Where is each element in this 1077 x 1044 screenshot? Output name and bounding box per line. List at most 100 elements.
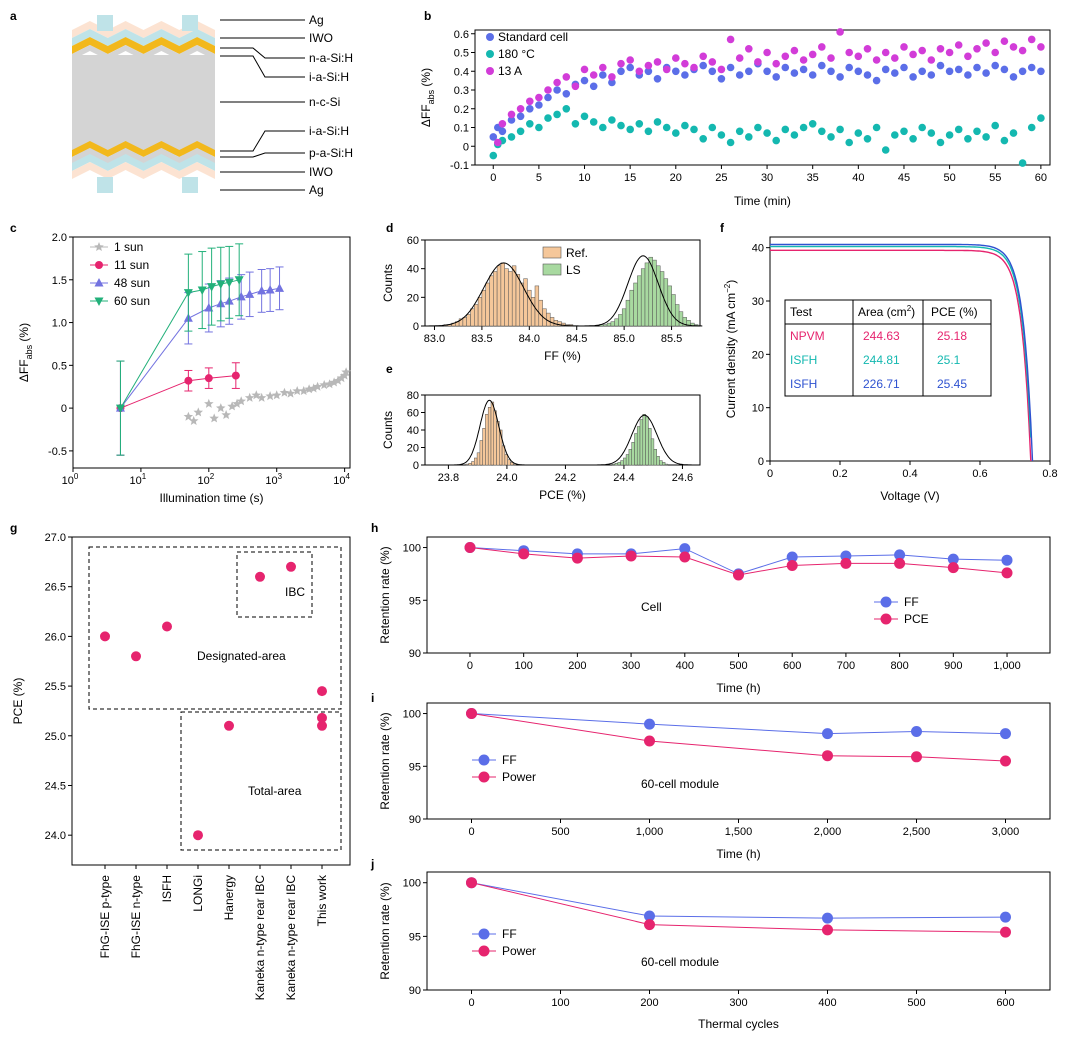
point-i-blue bbox=[822, 728, 833, 740]
histogram-bar-ref-e bbox=[476, 452, 481, 466]
jv-curve-pink bbox=[770, 249, 1032, 462]
point-b-magenta bbox=[854, 52, 863, 61]
table-cell-area: 226.71 bbox=[863, 377, 900, 391]
legend-marker-b bbox=[486, 50, 494, 58]
x-tick-base-c: 10 bbox=[130, 475, 142, 487]
point-b-teal bbox=[781, 125, 790, 134]
point-c-pink bbox=[184, 376, 193, 385]
histogram-bar-ls-e bbox=[634, 433, 638, 466]
point-c-gray bbox=[319, 380, 329, 390]
point-b-blue bbox=[790, 69, 799, 77]
table-cell-area: 244.81 bbox=[863, 353, 900, 367]
y-title-unit-c: (%) bbox=[17, 323, 31, 345]
y-tick-label-g: 24.0 bbox=[45, 830, 66, 842]
point-c-violet bbox=[265, 285, 275, 294]
point-b-blue bbox=[489, 133, 498, 141]
y-tick-label-g: 25.5 bbox=[45, 681, 66, 693]
legend-label-i: FF bbox=[502, 753, 517, 767]
y-axis-title-b: ΔFFabs (%) bbox=[419, 68, 436, 127]
y-axis-title-d: Counts bbox=[381, 264, 395, 302]
box-total-area bbox=[180, 711, 342, 851]
point-b-blue bbox=[553, 86, 561, 94]
x-axis-title-i: Time (h) bbox=[716, 847, 760, 861]
histogram-bar-ls-e bbox=[650, 438, 655, 466]
y-tick-label-f: 0 bbox=[758, 456, 764, 468]
legend-swatch-d bbox=[542, 246, 562, 259]
point-b-magenta bbox=[507, 110, 516, 119]
point-c-gray bbox=[272, 390, 282, 400]
histogram-bar-ref-d bbox=[489, 275, 494, 327]
histogram-bar-ls-e bbox=[636, 426, 641, 466]
point-b-blue bbox=[580, 76, 589, 85]
point-b-teal bbox=[1009, 129, 1018, 137]
point-b-magenta bbox=[626, 56, 634, 64]
histogram-bar-ref-d bbox=[496, 265, 502, 327]
histogram-bar-ref-d bbox=[519, 282, 524, 327]
point-c-gray bbox=[279, 387, 290, 397]
annotation-i: 60-cell module bbox=[641, 777, 719, 791]
histogram-bar-ref-d bbox=[470, 308, 475, 327]
table-cell-test: ISFH bbox=[790, 353, 817, 367]
table-cell-pce: 25.45 bbox=[937, 377, 967, 391]
histogram-bar-ls-e bbox=[656, 456, 660, 466]
point-b-magenta bbox=[982, 39, 990, 47]
results-table bbox=[784, 299, 992, 397]
point-b-magenta bbox=[580, 65, 589, 74]
histogram-bar-ref-d bbox=[504, 268, 509, 327]
histogram-bar-ls-e bbox=[642, 414, 646, 466]
point-b-magenta bbox=[1018, 46, 1027, 55]
legend-marker-b bbox=[486, 67, 494, 75]
series-line-i-blue bbox=[471, 713, 1006, 735]
point-i-pink bbox=[644, 735, 655, 747]
y-tick-label-c: -0.5 bbox=[48, 446, 67, 458]
layer-leader-top bbox=[220, 55, 305, 78]
x-tick-exp-c: 2 bbox=[210, 472, 215, 481]
annotation-designated-area: Designated-area bbox=[197, 649, 286, 663]
point-i-blue bbox=[911, 726, 922, 737]
table-header-area-text: Area (cm bbox=[858, 305, 907, 319]
x-tick-label-j: 0 bbox=[468, 997, 474, 1009]
top-wafer-texture bbox=[72, 45, 215, 60]
x-tick-label-h: 600 bbox=[783, 660, 801, 672]
point-b-teal bbox=[662, 123, 671, 132]
x-tick-label-d: 83.0 bbox=[424, 333, 445, 345]
histogram-bar-ls-d bbox=[644, 262, 650, 327]
n-c-si-wafer bbox=[72, 55, 215, 155]
point-b-teal bbox=[526, 120, 534, 128]
x-tick-label-d: 85.5 bbox=[661, 333, 682, 345]
legend-marker-i bbox=[478, 771, 490, 783]
x-tick-label-j: 500 bbox=[907, 997, 925, 1009]
point-b-teal bbox=[872, 123, 881, 132]
panel-letter-a: a bbox=[10, 9, 17, 23]
point-b-teal bbox=[562, 105, 571, 113]
histogram-bar-ls-e bbox=[620, 460, 624, 466]
y-title-main-b: ΔFF bbox=[419, 104, 433, 127]
point-b-magenta bbox=[827, 54, 835, 62]
point-b-teal bbox=[1037, 114, 1045, 122]
histogram-bar-ref-e bbox=[512, 463, 517, 466]
point-c-gray bbox=[183, 411, 194, 421]
x-tick-label-h: 300 bbox=[622, 660, 640, 672]
y-tick-label-i: 90 bbox=[409, 814, 421, 826]
point-b-teal bbox=[690, 125, 698, 134]
histogram-bar-ls-e bbox=[645, 416, 649, 466]
top-iwo-layer bbox=[72, 21, 215, 38]
point-b-teal bbox=[1000, 136, 1009, 145]
point-b-blue bbox=[936, 61, 945, 70]
legend-swatch-d bbox=[542, 263, 562, 276]
point-b-teal bbox=[808, 120, 817, 128]
point-b-teal bbox=[991, 121, 999, 130]
point-j-pink bbox=[644, 919, 655, 931]
point-c-gray bbox=[221, 410, 231, 419]
jv-curve-teal bbox=[770, 245, 1032, 438]
point-i-blue bbox=[644, 718, 655, 730]
point-b-magenta bbox=[726, 35, 735, 44]
point-b-teal bbox=[745, 133, 753, 141]
point-b-magenta bbox=[745, 45, 753, 53]
layer-label-iwo: IWO bbox=[309, 31, 333, 45]
point-b-blue bbox=[982, 69, 990, 77]
point-j-blue bbox=[822, 912, 833, 924]
x-tick-label-h: 700 bbox=[837, 660, 855, 672]
point-b-blue bbox=[991, 61, 999, 70]
point-b-teal bbox=[881, 146, 890, 154]
